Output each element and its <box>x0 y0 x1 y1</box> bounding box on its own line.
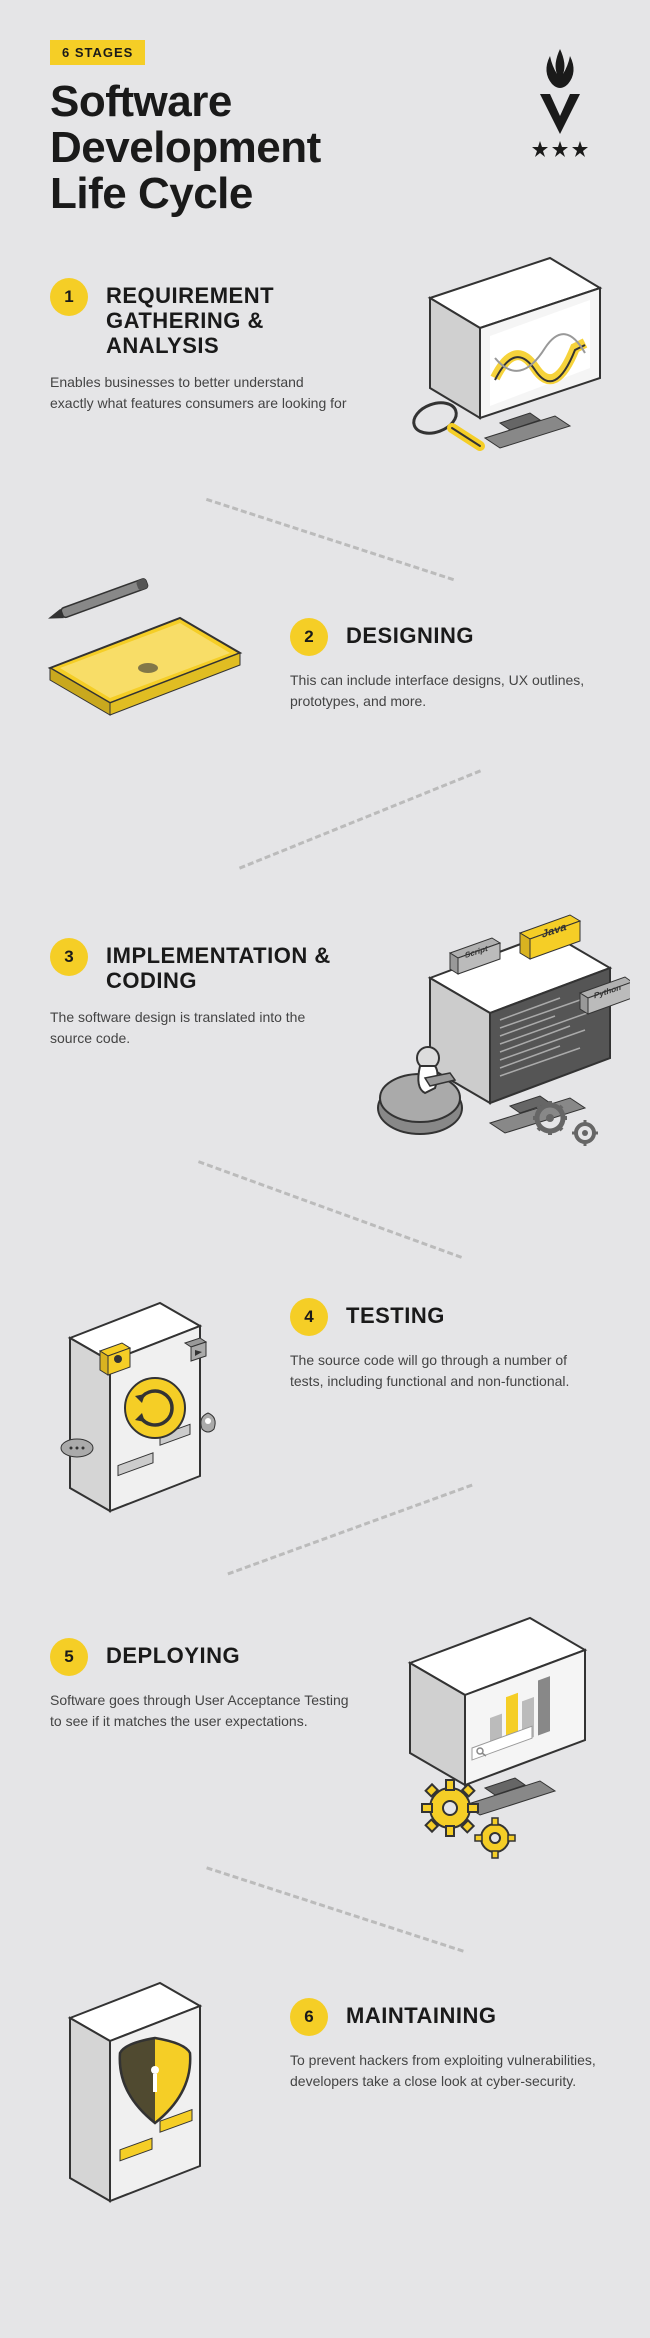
stage-5-title: DEPLOYING <box>106 1643 240 1668</box>
testing-phone-icon <box>30 1258 260 1543</box>
security-shield-icon <box>40 1948 260 2233</box>
stage-3-content: 3 IMPLEMENTATION & CODING The software d… <box>50 938 350 1050</box>
stage-2-number: 2 <box>290 618 328 656</box>
deploy-monitor-icon <box>360 1608 620 1873</box>
stage-3: 3 IMPLEMENTATION & CODING The software d… <box>50 938 600 1258</box>
stage-5-number: 5 <box>50 1638 88 1676</box>
stages-list: 1 REQUIREMENT GATHERING & ANALYSIS Enabl… <box>50 278 600 2278</box>
stage-4-title: TESTING <box>346 1303 445 1328</box>
stage-1-title: REQUIREMENT GATHERING & ANALYSIS <box>106 283 350 359</box>
stage-4-desc: The source code will go through a number… <box>290 1350 600 1392</box>
main-title: Software Development Life Cycle <box>50 79 321 218</box>
stage-6: 6 MAINTAINING To prevent hackers from ex… <box>50 1998 600 2278</box>
header-text: 6 STAGES Software Development Life Cycle <box>50 40 321 218</box>
stage-3-desc: The software design is translated into t… <box>50 1007 350 1049</box>
stage-3-number: 3 <box>50 938 88 976</box>
stage-5-content: 5 DEPLOYING Software goes through User A… <box>50 1638 350 1732</box>
stage-2-content: 2 DESIGNING This can include interface d… <box>290 618 600 712</box>
stage-3-title: IMPLEMENTATION & CODING <box>106 943 350 994</box>
stage-5-desc: Software goes through User Acceptance Te… <box>50 1690 350 1732</box>
stage-5: 5 DEPLOYING Software goes through User A… <box>50 1638 600 1958</box>
stage-1: 1 REQUIREMENT GATHERING & ANALYSIS Enabl… <box>50 278 600 578</box>
stage-1-content: 1 REQUIREMENT GATHERING & ANALYSIS Enabl… <box>50 278 350 415</box>
stage-2-title: DESIGNING <box>346 623 474 648</box>
stage-4-number: 4 <box>290 1298 328 1336</box>
stage-4: 4 TESTING The source code will go throug… <box>50 1298 600 1598</box>
analytics-monitor-icon <box>380 248 620 473</box>
stage-1-number: 1 <box>50 278 88 316</box>
infographic-container: 6 STAGES Software Development Life Cycle <box>0 0 650 2338</box>
logo-icon <box>520 44 600 169</box>
stage-6-desc: To prevent hackers from exploiting vulne… <box>290 2050 600 2092</box>
header: 6 STAGES Software Development Life Cycle <box>50 40 600 218</box>
stage-6-content: 6 MAINTAINING To prevent hackers from ex… <box>290 1998 600 2092</box>
tablet-pen-icon <box>30 568 270 773</box>
stage-6-number: 6 <box>290 1998 328 2036</box>
coding-monitor-icon: Java Script Python <box>360 908 630 1173</box>
stage-6-title: MAINTAINING <box>346 2003 497 2028</box>
stage-2: 2 DESIGNING This can include interface d… <box>50 618 600 898</box>
stage-4-content: 4 TESTING The source code will go throug… <box>290 1298 600 1392</box>
stages-badge: 6 STAGES <box>50 40 145 65</box>
stage-2-desc: This can include interface designs, UX o… <box>290 670 600 712</box>
stage-1-desc: Enables businesses to better understand … <box>50 372 350 414</box>
